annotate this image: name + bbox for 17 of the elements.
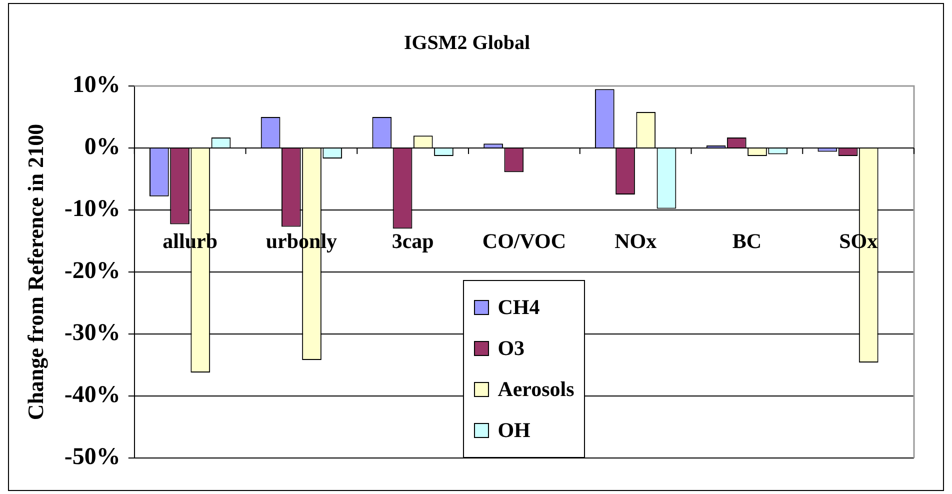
x-tick-label: BC — [732, 228, 762, 253]
y-tick-label: 0% — [84, 134, 120, 160]
y-tick-label: -10% — [64, 196, 120, 222]
x-tick-label: CO/VOC — [482, 228, 566, 253]
legend-label: Aerosols — [498, 377, 574, 402]
y-tick-label: -50% — [64, 444, 120, 470]
y-axis-title: Change from Reference in 2100 — [22, 124, 48, 420]
y-tick-label: -30% — [64, 320, 120, 346]
chart-title: IGSM2 Global — [404, 32, 531, 54]
legend-label: O3 — [498, 336, 525, 361]
y-tick-label: -20% — [64, 258, 120, 284]
legend-label: CH4 — [498, 295, 540, 320]
y-tick-label: -40% — [64, 382, 120, 408]
legend-label: OH — [498, 418, 530, 443]
x-tick-label: 3cap — [392, 228, 434, 253]
x-tick-label: NOx — [614, 228, 658, 253]
y-tick-label: 10% — [72, 72, 120, 98]
